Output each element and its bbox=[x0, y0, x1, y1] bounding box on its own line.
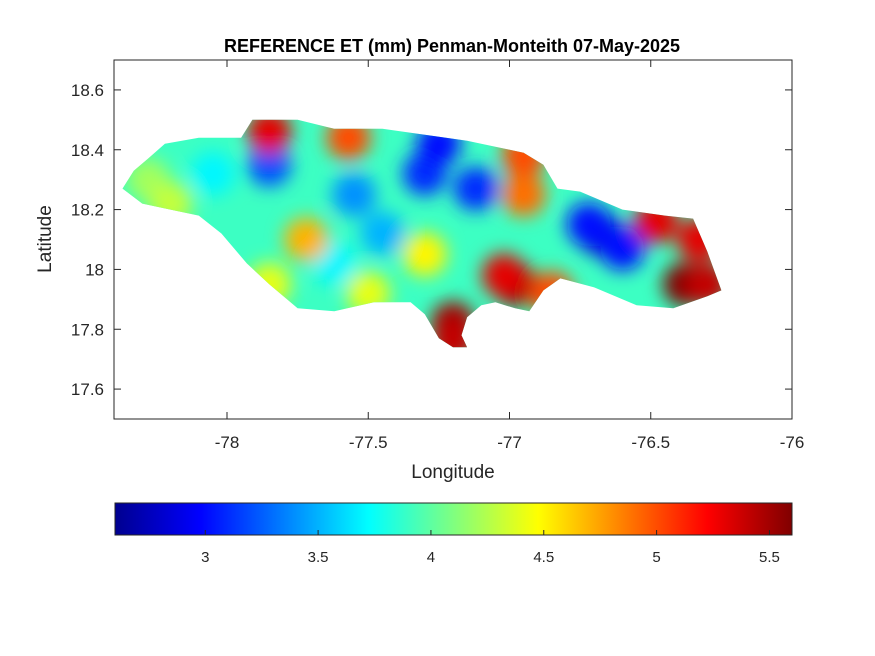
y-tick-label: 18.6 bbox=[71, 81, 104, 100]
colorbar-tick-label: 5 bbox=[652, 549, 660, 566]
et-hotspot bbox=[190, 151, 235, 196]
y-tick-label: 17.8 bbox=[71, 320, 104, 339]
et-hotspot bbox=[247, 142, 292, 187]
colorbar-tick-label: 4.5 bbox=[533, 549, 554, 566]
et-hotspot bbox=[453, 166, 498, 211]
colorbar bbox=[114, 502, 793, 536]
colorbar-tick-label: 4 bbox=[427, 549, 435, 566]
y-tick-label: 18.2 bbox=[71, 201, 104, 220]
colorbar-tick-label: 5.5 bbox=[759, 549, 780, 566]
et-hotspot bbox=[360, 211, 405, 256]
et-hotspot bbox=[600, 226, 645, 271]
et-hotspot bbox=[402, 232, 447, 277]
et-hotspot bbox=[284, 217, 329, 262]
colorbar-tick-label: 3 bbox=[201, 549, 209, 566]
et-hotspot bbox=[501, 172, 546, 217]
y-tick-label: 18.4 bbox=[71, 141, 104, 160]
et-hotspot bbox=[481, 253, 526, 298]
x-tick-label: -76 bbox=[780, 433, 805, 452]
x-tick-label: -77 bbox=[497, 433, 522, 452]
et-hotspot bbox=[566, 202, 611, 247]
et-hotspot bbox=[247, 119, 292, 154]
y-tick-label: 18 bbox=[85, 260, 104, 279]
y-tick-label: 17.6 bbox=[71, 380, 104, 399]
x-tick-label: -77.5 bbox=[349, 433, 388, 452]
x-tick-label: -78 bbox=[215, 433, 240, 452]
x-axis-label: Longitude bbox=[411, 462, 494, 483]
y-axis-label: Latitude bbox=[35, 205, 56, 273]
chart-title: REFERENCE ET (mm) Penman-Monteith 07-May… bbox=[224, 36, 680, 56]
colorbar-tick-label: 3.5 bbox=[308, 549, 329, 566]
x-tick-label: -76.5 bbox=[631, 433, 670, 452]
et-hotspot bbox=[332, 172, 377, 217]
